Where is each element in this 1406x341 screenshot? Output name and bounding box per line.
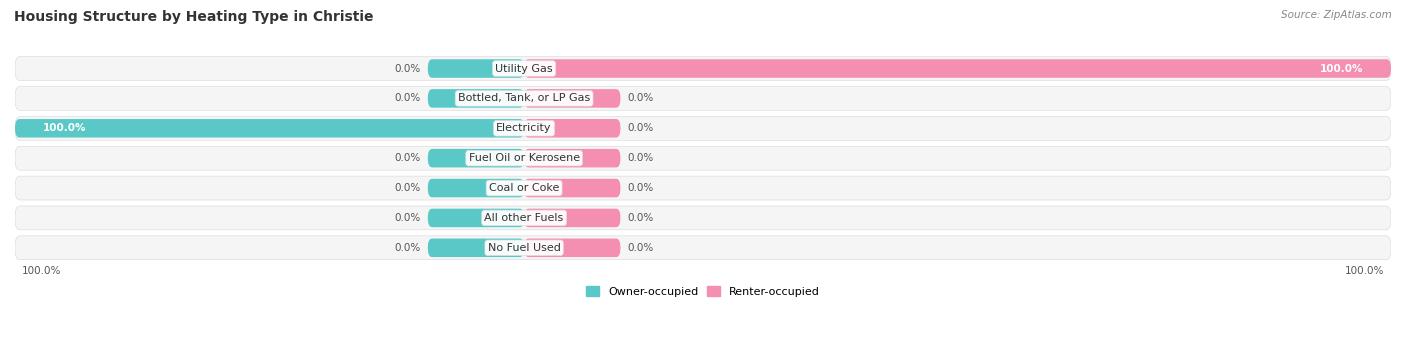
Text: 0.0%: 0.0% bbox=[395, 243, 420, 253]
Text: 0.0%: 0.0% bbox=[627, 123, 654, 133]
FancyBboxPatch shape bbox=[15, 116, 1391, 140]
Text: 0.0%: 0.0% bbox=[395, 183, 420, 193]
FancyBboxPatch shape bbox=[524, 179, 620, 197]
Text: Coal or Coke: Coal or Coke bbox=[489, 183, 560, 193]
Text: 0.0%: 0.0% bbox=[395, 213, 420, 223]
Text: 100.0%: 100.0% bbox=[22, 266, 62, 276]
Text: 0.0%: 0.0% bbox=[395, 153, 420, 163]
Text: Utility Gas: Utility Gas bbox=[495, 63, 553, 74]
Text: 0.0%: 0.0% bbox=[627, 153, 654, 163]
Text: 0.0%: 0.0% bbox=[395, 63, 420, 74]
FancyBboxPatch shape bbox=[524, 209, 620, 227]
FancyBboxPatch shape bbox=[427, 239, 524, 257]
Text: 0.0%: 0.0% bbox=[395, 93, 420, 103]
FancyBboxPatch shape bbox=[15, 87, 1391, 110]
Text: Housing Structure by Heating Type in Christie: Housing Structure by Heating Type in Chr… bbox=[14, 10, 374, 24]
Text: 0.0%: 0.0% bbox=[627, 243, 654, 253]
FancyBboxPatch shape bbox=[427, 209, 524, 227]
FancyBboxPatch shape bbox=[15, 119, 524, 137]
Text: 0.0%: 0.0% bbox=[627, 183, 654, 193]
Text: 100.0%: 100.0% bbox=[42, 123, 86, 133]
Text: 0.0%: 0.0% bbox=[627, 93, 654, 103]
FancyBboxPatch shape bbox=[524, 59, 1391, 78]
FancyBboxPatch shape bbox=[15, 146, 1391, 170]
Legend: Owner-occupied, Renter-occupied: Owner-occupied, Renter-occupied bbox=[581, 281, 825, 301]
FancyBboxPatch shape bbox=[15, 236, 1391, 260]
FancyBboxPatch shape bbox=[524, 239, 620, 257]
Text: No Fuel Used: No Fuel Used bbox=[488, 243, 561, 253]
FancyBboxPatch shape bbox=[15, 176, 1391, 200]
Text: 100.0%: 100.0% bbox=[1320, 63, 1364, 74]
FancyBboxPatch shape bbox=[524, 89, 620, 108]
Text: 100.0%: 100.0% bbox=[1344, 266, 1384, 276]
Text: 0.0%: 0.0% bbox=[627, 213, 654, 223]
FancyBboxPatch shape bbox=[427, 179, 524, 197]
Text: Bottled, Tank, or LP Gas: Bottled, Tank, or LP Gas bbox=[458, 93, 591, 103]
FancyBboxPatch shape bbox=[427, 59, 524, 78]
FancyBboxPatch shape bbox=[15, 206, 1391, 230]
FancyBboxPatch shape bbox=[427, 89, 524, 108]
FancyBboxPatch shape bbox=[15, 57, 1391, 80]
FancyBboxPatch shape bbox=[524, 119, 620, 137]
Text: Electricity: Electricity bbox=[496, 123, 553, 133]
Text: Fuel Oil or Kerosene: Fuel Oil or Kerosene bbox=[468, 153, 579, 163]
Text: All other Fuels: All other Fuels bbox=[485, 213, 564, 223]
FancyBboxPatch shape bbox=[427, 149, 524, 167]
FancyBboxPatch shape bbox=[524, 149, 620, 167]
Text: Source: ZipAtlas.com: Source: ZipAtlas.com bbox=[1281, 10, 1392, 20]
